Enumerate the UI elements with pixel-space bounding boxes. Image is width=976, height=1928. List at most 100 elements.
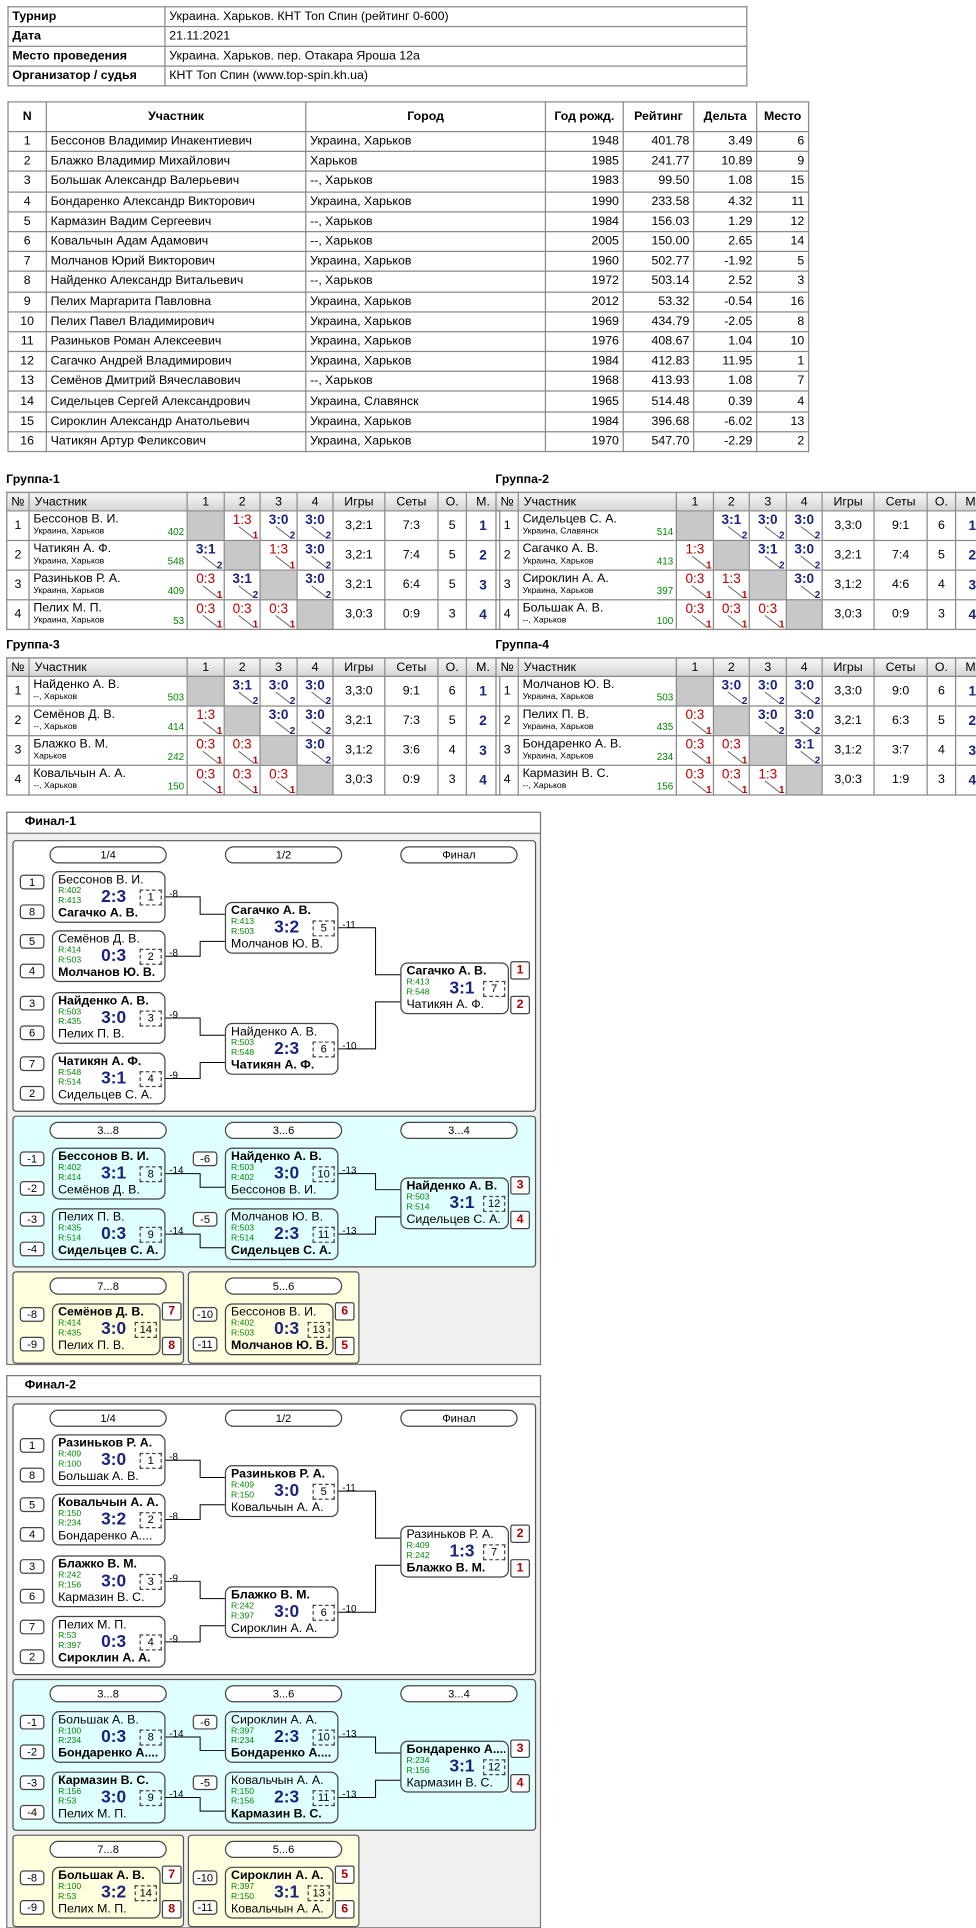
column-header: 3 [748, 657, 787, 677]
row-number: 3 [495, 735, 519, 766]
score-cell: 3:0 2 [785, 539, 823, 571]
round-header: 3...4 [400, 1685, 518, 1703]
player-name: Найденко А. В. [406, 1179, 498, 1194]
participant-cell: 3.49 [693, 130, 758, 153]
info-label: Турнир [7, 6, 166, 28]
participant-cell: 1985 [544, 150, 624, 173]
score-cell [712, 539, 750, 571]
points: 6 [926, 510, 957, 542]
match-box: Сироклин А. А. Ковальчын А. А. R:397 R:150 3… [224, 1866, 334, 1919]
column-header: Участник [28, 657, 188, 677]
player-rating: R:150 [231, 1490, 255, 1500]
match-score: 3:2 [274, 916, 300, 937]
player-rating: R:413 [58, 896, 82, 905]
header-row: N Участник Город Год рожд. Рейтинг Дельта Мест… [7, 101, 810, 133]
player-rating: 53 [173, 615, 185, 627]
place-badge: 7 [161, 1302, 182, 1321]
participant: Найденко А. В. --, Харьков 503 [28, 675, 188, 707]
player-rating: R:503 [231, 1328, 255, 1338]
participant-row: 2 Блажко Владимир Михайлович Харьков 1985 24… [7, 150, 810, 173]
participant-cell: 1976 [544, 330, 624, 353]
player-name: Семёнов Д. В. [33, 707, 116, 722]
points: 5 [437, 539, 467, 571]
loser-destination: -8 [169, 1451, 179, 1463]
match-number: 1 [139, 889, 162, 906]
match-score: 0:3 [232, 737, 252, 753]
match-box: Большак А. В. Бондаренко А.... R:100 R:234 0… [51, 1711, 166, 1763]
place: 4 [954, 599, 976, 631]
score-cell [785, 764, 823, 796]
score-cell: 0:3 1 [748, 599, 787, 631]
score-cell [712, 705, 750, 737]
participant-row: 10 Пелих Павел Владимирович Украина, Харьк… [7, 310, 810, 333]
player-name: Разиньков Р. А. [406, 1528, 494, 1542]
player-rating: R:503 [231, 927, 255, 936]
score-wrap: 3:0 2 [751, 678, 786, 705]
score-cell [748, 735, 787, 766]
participant: Блажко В. М. Харьков 242 [28, 735, 188, 766]
participant-cell: 412.83 [622, 350, 695, 373]
match-score: 3:1 [449, 977, 475, 997]
score-wrap: 1:3 1 [261, 542, 296, 569]
score-wrap: 1:3 1 [678, 542, 713, 569]
place-badge: 4 [510, 1210, 530, 1230]
score-wrap: 3:0 2 [715, 678, 748, 707]
row-number: 2 [495, 705, 519, 737]
round-header: Финал [400, 1409, 518, 1427]
participant-cell: 1960 [544, 250, 624, 273]
player-city: Украина, Харьков [522, 557, 594, 566]
score-cell: 1:3 1 [748, 764, 787, 796]
seed: 8 [19, 904, 45, 920]
score-wrap: 1:3 1 [715, 571, 748, 599]
match-number: 7 [483, 980, 506, 997]
participant-cell: Украина, Харьков [305, 430, 547, 453]
score-wrap: 0:3 1 [678, 737, 713, 765]
seed: -11 [192, 1336, 218, 1352]
match-points: 2 [778, 529, 785, 541]
match-box: Блажко В. М. Сироклин А. А. R:242 R:397 3:0 6 [224, 1586, 339, 1639]
match-score: 3:0 [274, 1601, 300, 1621]
player-rating: R:156 [58, 1580, 82, 1590]
match-number: 7 [483, 1544, 506, 1561]
row-number: 3 [6, 569, 30, 601]
score-cell: 3:0 2 [296, 735, 334, 766]
player-rating: R:150 [58, 1509, 82, 1519]
match-points: 2 [741, 695, 748, 707]
participant-cell: 1 [7, 130, 47, 153]
participant-cell: Пелих М. П. Украина, Харьков 53 [30, 601, 186, 628]
participant-cell: Сагачко А. В. Украина, Харьков 413 [519, 542, 675, 569]
match-number: 13 [307, 1321, 330, 1338]
info-label: Организатор / судья [7, 65, 166, 87]
seed: 4 [19, 963, 45, 979]
seed: 6 [19, 1588, 45, 1604]
score-wrap: 0:3 1 [678, 707, 713, 735]
group-row: 1 Сидельцев С. А. Украина, Славянск 514 3:1 2… [495, 510, 976, 542]
row-number: 3 [6, 735, 30, 766]
place-badge: 5 [334, 1865, 355, 1884]
diagonal [311, 751, 328, 764]
round-header: 5...6 [224, 1840, 343, 1859]
player-name: Семёнов Д. В. [58, 1305, 144, 1320]
round-header: 3...6 [224, 1121, 343, 1140]
participant: Большак А. В. --, Харьков 100 [517, 599, 677, 631]
player-name: Блажко В. М. [58, 1557, 137, 1572]
score-wrap: 3:0 2 [788, 678, 821, 705]
place: 3 [954, 569, 976, 601]
sets: 7:4 [384, 539, 439, 571]
loser-destination: -14 [169, 1164, 184, 1177]
column-header: Участник [45, 101, 307, 133]
participant: Пелих М. П. Украина, Харьков 53 [28, 599, 188, 631]
place: 4 [465, 764, 501, 796]
diagonal [800, 751, 817, 764]
match-box: Найденко А. В. Сидельцев С. А. R:503 R:514 3… [400, 1177, 509, 1230]
participant-cell: 14 [756, 230, 810, 253]
score-cell [675, 675, 715, 707]
participant-cell: Пелих П. В. Украина, Харьков 435 [519, 707, 675, 734]
player-rating: R:397 [231, 1882, 255, 1892]
match-box: Разиньков Р. А. Большак А. В. R:409 R:100 3:… [51, 1434, 166, 1487]
participant-cell: 1.08 [693, 370, 758, 393]
participant-cell: Бондаренко А. В. Украина, Харьков 234 [519, 737, 675, 764]
diagonal [202, 751, 219, 764]
player-name: Сагачко А. В. [58, 906, 139, 921]
